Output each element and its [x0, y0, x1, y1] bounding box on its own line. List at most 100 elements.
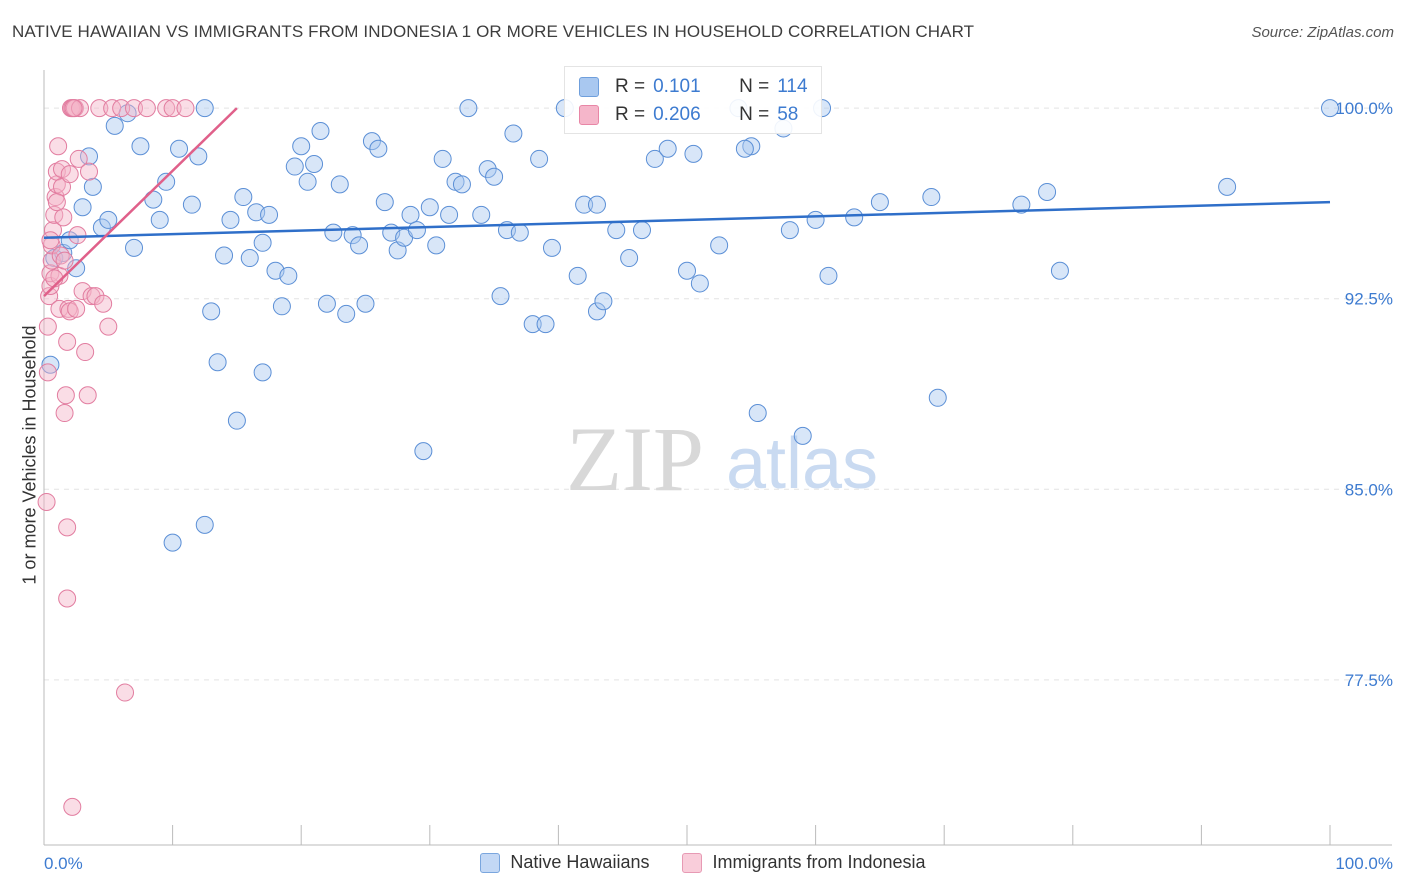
point-immigrant-indonesia: [55, 404, 74, 423]
point-immigrant-indonesia: [157, 99, 176, 118]
point-native-hawaiian: [523, 315, 542, 334]
point-native-hawaiian: [150, 210, 169, 229]
point-native-hawaiian: [478, 160, 497, 179]
point-immigrant-indonesia: [67, 299, 86, 318]
x-tick-label: 100.0%: [1335, 854, 1393, 873]
point-immigrant-indonesia: [45, 269, 64, 288]
legend-label: Immigrants from Indonesia: [712, 852, 926, 872]
point-native-hawaiian: [748, 404, 767, 423]
point-native-hawaiian: [1218, 177, 1237, 196]
x-tick-label: 0.0%: [44, 854, 83, 873]
legend-item-native-hawaiians[interactable]: Native Hawaiians: [480, 852, 649, 873]
point-native-hawaiian: [420, 198, 439, 217]
point-native-hawaiian: [568, 266, 587, 285]
chart-title: NATIVE HAWAIIAN VS IMMIGRANTS FROM INDON…: [12, 22, 975, 41]
y-axis-label: 1 or more Vehicles in Household: [19, 325, 40, 585]
point-immigrant-indonesia: [47, 193, 66, 212]
y-tick-label: 100.0%: [1335, 99, 1393, 118]
stats-box: R = 0.101 N = 114 R = 0.206 N = 58: [564, 66, 822, 134]
point-native-hawaiian: [208, 353, 227, 372]
point-immigrant-indonesia: [112, 99, 131, 118]
point-native-hawaiian: [375, 193, 394, 212]
stats-swatch-blue: [579, 77, 599, 97]
point-native-hawaiian: [440, 205, 459, 224]
point-immigrant-indonesia: [38, 317, 57, 336]
point-native-hawaiian: [678, 261, 696, 280]
point-native-hawaiian: [356, 294, 375, 313]
point-native-hawaiian: [350, 236, 369, 255]
point-native-hawaiian: [710, 236, 729, 255]
point-immigrant-indonesia: [56, 386, 75, 405]
legend-swatch-pink: [682, 852, 703, 873]
point-native-hawaiian: [253, 233, 272, 252]
point-native-hawaiian: [125, 238, 144, 257]
point-immigrant-indonesia: [86, 287, 105, 306]
point-immigrant-indonesia: [37, 492, 56, 511]
point-native-hawaiian: [272, 297, 291, 316]
point-native-hawaiian: [1321, 99, 1339, 118]
point-immigrant-indonesia: [41, 231, 60, 250]
point-native-hawaiian: [311, 121, 330, 140]
stats-r-value-pink: 0.206: [653, 104, 701, 125]
point-immigrant-indonesia: [78, 386, 97, 405]
point-native-hawaiian: [780, 221, 799, 240]
stats-n-label: N =: [739, 104, 770, 125]
point-immigrant-indonesia: [163, 99, 182, 118]
point-native-hawaiian: [343, 226, 362, 245]
point-native-hawaiian: [401, 205, 420, 224]
point-native-hawaiian: [105, 116, 124, 135]
point-native-hawaiian: [253, 363, 272, 382]
point-native-hawaiian: [221, 210, 240, 229]
point-native-hawaiian: [1012, 195, 1031, 214]
point-immigrant-indonesia: [116, 683, 135, 702]
point-native-hawaiian: [632, 221, 651, 240]
point-native-hawaiian: [485, 167, 504, 186]
stats-row-pink: R = 0.206 N = 58: [579, 100, 798, 130]
point-immigrant-indonesia: [125, 99, 144, 118]
point-native-hawaiian: [330, 175, 349, 194]
point-native-hawaiian: [575, 195, 594, 214]
watermark-atlas: atlas: [726, 424, 878, 504]
point-native-hawaiian: [928, 388, 947, 407]
point-native-hawaiian: [182, 195, 201, 214]
point-native-hawaiian: [1050, 261, 1069, 280]
point-native-hawaiian: [1038, 182, 1057, 201]
point-native-hawaiian: [536, 315, 555, 334]
point-native-hawaiian: [620, 249, 639, 268]
point-immigrant-indonesia: [64, 99, 83, 118]
y-tick-label: 92.5%: [1345, 290, 1393, 309]
point-native-hawaiian: [922, 188, 941, 207]
point-native-hawaiian: [260, 205, 279, 224]
stats-n-value-pink: 58: [777, 104, 799, 125]
stats-row-blue: R = 0.101 N = 114: [579, 72, 808, 102]
point-native-hawaiian: [510, 223, 529, 242]
stats-n-value-blue: 114: [777, 76, 808, 97]
point-immigrant-indonesia: [55, 251, 74, 270]
point-native-hawaiian: [845, 208, 864, 227]
point-immigrant-indonesia: [63, 797, 82, 816]
point-immigrant-indonesia: [58, 589, 77, 608]
point-native-hawaiian: [587, 195, 606, 214]
trend-line-immigrants-indonesia: [43, 107, 238, 298]
point-native-hawaiian: [292, 137, 311, 156]
stats-swatch-pink: [579, 105, 599, 125]
point-immigrant-indonesia: [76, 343, 95, 362]
point-native-hawaiian: [163, 533, 182, 552]
stats-r-label: R =: [615, 76, 646, 97]
point-native-hawaiian: [645, 149, 664, 168]
point-native-hawaiian: [202, 302, 221, 321]
point-native-hawaiian: [73, 198, 92, 217]
point-native-hawaiian: [131, 137, 150, 156]
series-native-hawaiians: [41, 99, 1339, 552]
legend-item-immigrants-indonesia[interactable]: Immigrants from Indonesia: [682, 852, 926, 873]
point-native-hawaiian: [459, 99, 478, 118]
stats-r-value-blue: 0.101: [653, 76, 701, 97]
point-native-hawaiian: [324, 223, 343, 242]
point-immigrant-indonesia: [49, 137, 68, 156]
point-immigrant-indonesia: [99, 317, 118, 336]
legend-label: Native Hawaiians: [510, 852, 650, 872]
stats-n-label: N =: [739, 76, 770, 97]
point-native-hawaiian: [504, 124, 523, 143]
point-native-hawaiian: [594, 292, 613, 311]
